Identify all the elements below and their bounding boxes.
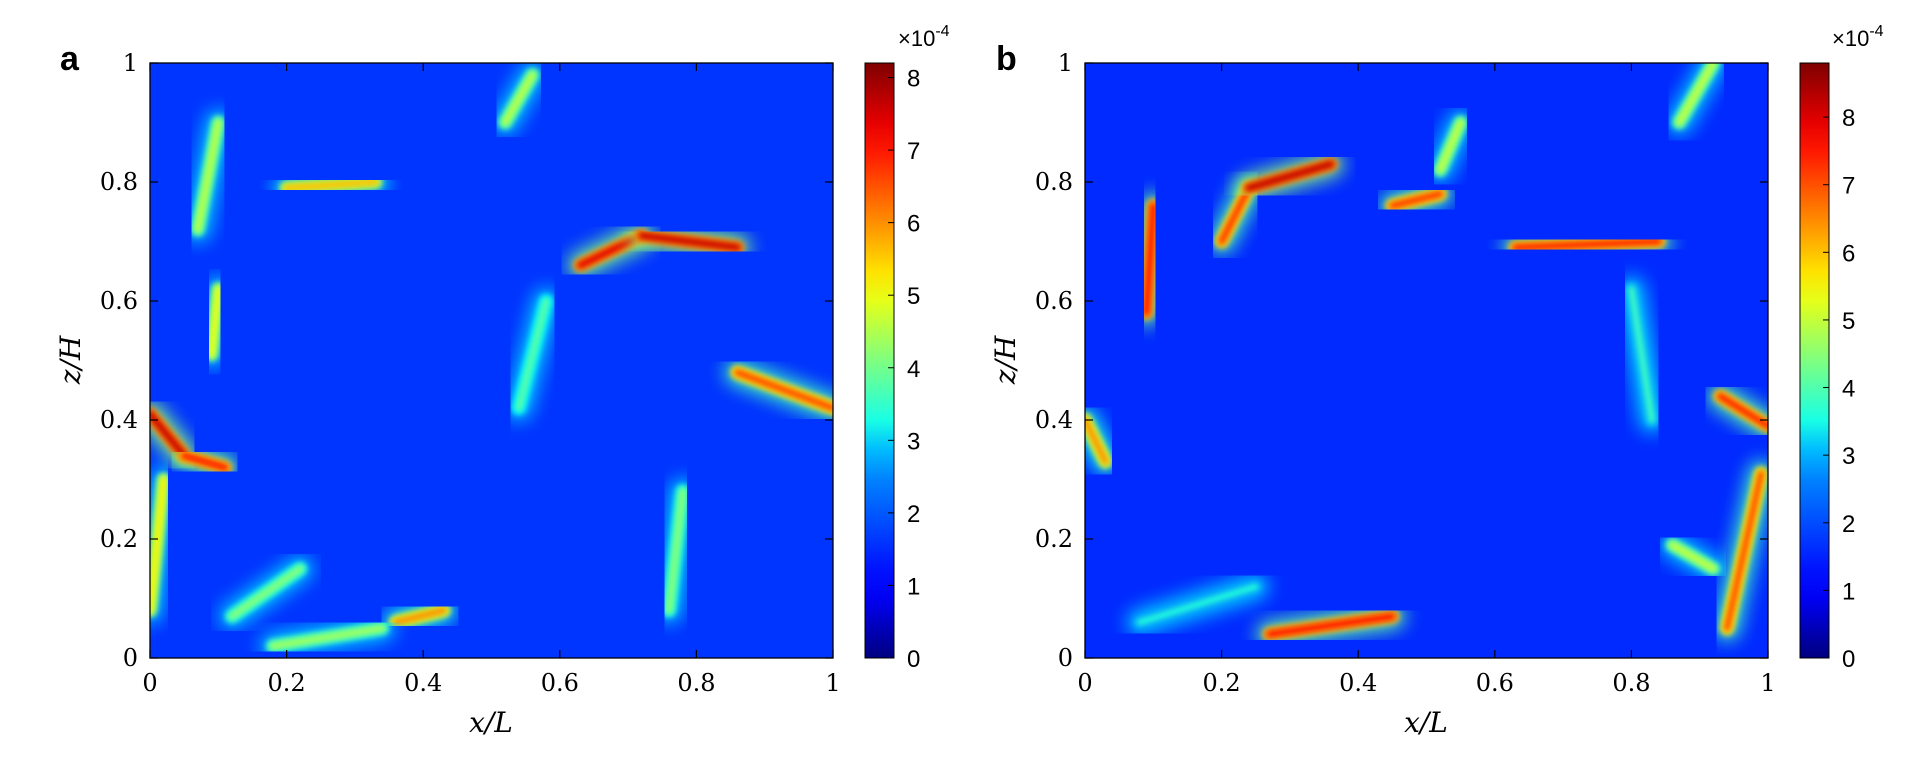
colorbar-tick-label-b: 0 (1842, 646, 1855, 673)
filament-core-b-9 (1668, 541, 1717, 573)
filament-core-b-12 (1136, 583, 1260, 626)
colorbar-tick-label-a: 2 (907, 501, 920, 528)
filament-core-b-10 (1436, 119, 1465, 174)
x-tick-label-b: 0.8 (1612, 669, 1650, 697)
colorbar-tick-label-b: 3 (1842, 443, 1855, 470)
panel-b: b 0 0.2 0.4 0.6 0.8 1 00.20.40.60.81 x/L z/H … (989, 23, 1884, 739)
x-tick-label-a: 1 (825, 669, 840, 697)
colorbar-tick-label-b: 7 (1842, 173, 1855, 200)
x-tick-label-a: 0.8 (677, 669, 715, 697)
x-tick-label-b: 0.2 (1203, 669, 1241, 697)
y-tick-label-b: 0 (1058, 644, 1073, 672)
filament-core-a-11 (194, 119, 222, 234)
filament-core-b-0 (1142, 202, 1157, 317)
y-tick-label-a: 0.6 (100, 287, 138, 315)
x-axis-title-b: x/L (1404, 706, 1448, 739)
x-axis-title-a: x/L (469, 706, 513, 739)
filament-core-b-5 (1265, 612, 1396, 638)
colorbar-tick-label-a: 3 (907, 428, 920, 455)
panel-label-b: b (996, 40, 1017, 78)
y-tick-label-b: 0.8 (1035, 168, 1073, 196)
filament-core-b-13 (1627, 285, 1656, 424)
colorbar-tick-label-a: 4 (907, 356, 920, 383)
x-tick-label-a: 0.6 (541, 669, 579, 697)
colorbar-a: 0 1 2 3 4 5 6 7 8 ×10-4 (864, 23, 950, 673)
colorbar-tick-label-b: 5 (1842, 308, 1855, 335)
filament-core-b-7 (1723, 470, 1765, 632)
heatmap-a (150, 63, 833, 658)
y-tick-label-b: 0.2 (1035, 525, 1073, 553)
filament-core-a-9 (269, 624, 386, 650)
y-tick-label-b: 1 (1058, 49, 1073, 77)
filament-core-a-7 (733, 368, 833, 412)
filament-core-b-11 (1675, 63, 1717, 126)
y-tick-label-a: 1 (123, 49, 138, 77)
filament-core-b-3 (1388, 190, 1444, 210)
filament-core-a-2 (150, 476, 168, 614)
filament-core-a-12 (228, 565, 304, 620)
colorbar-multiplier-a: ×10-4 (898, 23, 950, 51)
x-tick-label-b: 0.6 (1476, 669, 1514, 697)
colorbar-tick-label-a: 8 (907, 66, 920, 93)
colorbar-tick-label-b: 4 (1842, 376, 1855, 403)
colorbar-tick-label-b: 8 (1842, 105, 1855, 132)
x-tick-label-a: 0.4 (404, 669, 442, 697)
colorbar-tick-label-a: 6 (907, 211, 920, 238)
colorbar-gradient-a (864, 62, 895, 659)
y-tick-label-a: 0.4 (100, 406, 138, 434)
colorbar-tick-label-a: 0 (907, 646, 920, 673)
x-tick-label-b: 1 (1760, 669, 1775, 697)
y-tick-label-b: 0.6 (1035, 287, 1073, 315)
colorbar-tick-label-a: 1 (907, 573, 920, 600)
filament-core-a-10 (207, 285, 222, 359)
filament-core-a-4 (638, 232, 741, 251)
heatmap-b (1085, 63, 1768, 658)
filament-core-b-8 (1085, 416, 1109, 466)
colorbar-gradient-b (1799, 62, 1830, 659)
colorbar-multiplier-b: ×10-4 (1832, 23, 1884, 51)
x-tick-label-b: 0.4 (1339, 669, 1377, 697)
filament-core-b-4 (1511, 238, 1663, 251)
plot-frame-a (149, 62, 834, 659)
y-tick-label-a: 0 (123, 644, 138, 672)
y-axis-title-b: z/H (989, 335, 1022, 385)
filament-core-a-14 (501, 71, 536, 126)
colorbar-tick-label-b: 6 (1842, 240, 1855, 267)
y-tick-label-a: 0.8 (100, 168, 138, 196)
x-tick-label-a: 0 (142, 669, 157, 697)
x-tick-label-a: 0.2 (268, 669, 306, 697)
colorbar-tick-label-b: 2 (1842, 511, 1855, 538)
plot-frame-b (1084, 62, 1769, 659)
colorbar-b: 0 1 2 3 4 5 6 7 8 ×10-4 (1799, 23, 1884, 673)
filament-core-a-16 (515, 297, 550, 412)
filament-core-a-1 (180, 452, 229, 472)
filament-core-a-8 (392, 606, 448, 626)
y-tick-label-a: 0.2 (100, 525, 138, 553)
panel-a: a 0 0.2 0.4 0.6 0.8 1 00.20.40.60.81 x/L z/H … (54, 23, 950, 739)
colorbar-tick-label-a: 7 (907, 138, 920, 165)
panel-label-a: a (60, 40, 80, 78)
colorbar-tick-label-b: 1 (1842, 578, 1855, 605)
y-tick-label-b: 0.4 (1035, 406, 1073, 434)
x-tick-label-b: 0 (1077, 669, 1092, 697)
filament-core-a-13 (665, 487, 687, 614)
filament-core-b-6 (1716, 392, 1768, 430)
colorbar-tick-label-a: 5 (907, 283, 920, 310)
y-axis-title-a: z/H (54, 335, 87, 385)
filament-core-b-2 (1245, 160, 1335, 192)
